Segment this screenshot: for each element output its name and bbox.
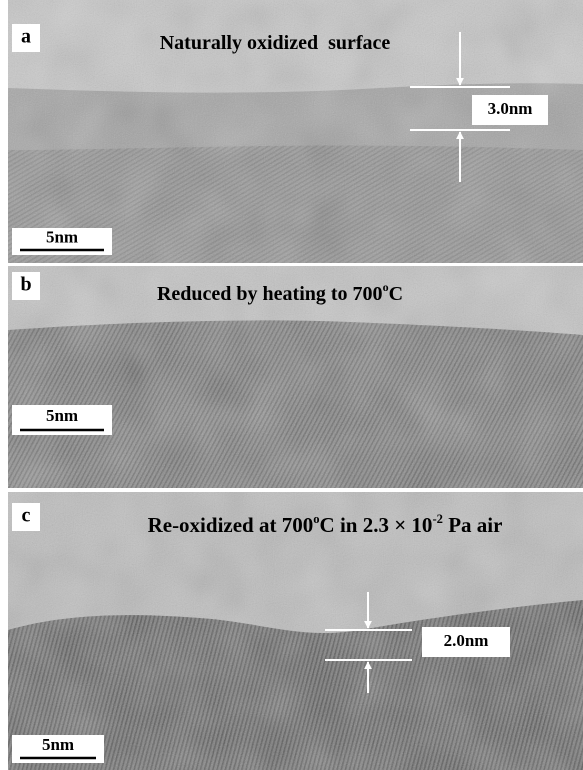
panel-label: b: [20, 274, 31, 296]
thickness-label: 3.0nm: [488, 99, 533, 118]
title-text: Naturally oxidized surface: [160, 32, 391, 54]
panel-title: Naturally oxidized surface: [160, 32, 391, 54]
title-text: Pa air: [443, 513, 502, 537]
panel-label: a: [21, 26, 31, 48]
title-text: C: [389, 283, 403, 305]
scale-bar-label: 5nm: [46, 227, 78, 246]
panel-title: Reduced by heating to 700oC: [157, 280, 403, 305]
superscript: -2: [432, 512, 443, 526]
scale-bar-label: 5nm: [42, 735, 74, 754]
panel-title: Re-oxidized at 700oC in 2.3 × 10-2 Pa ai…: [148, 512, 503, 537]
figure: a Naturally oxidized surface 5nm 3.0nm b Redu…: [0, 0, 583, 770]
title-text: Reduced by heating to 700: [157, 283, 383, 305]
title-text: C in 2.3 × 10: [320, 513, 433, 537]
panel-label: c: [22, 505, 31, 527]
scale-bar-label: 5nm: [46, 406, 78, 425]
title-text: Re-oxidized at 700: [148, 513, 314, 537]
thickness-label: 2.0nm: [444, 631, 489, 650]
